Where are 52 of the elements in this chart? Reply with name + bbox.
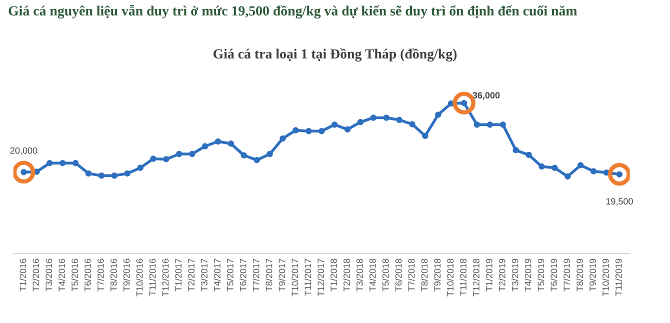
x-tick-label: T2/2019: [498, 258, 506, 292]
x-tick-label: T6/2017: [240, 258, 246, 292]
x-tick-label: T6/2016: [84, 258, 91, 292]
x-tick-label: T2/2016: [32, 258, 40, 292]
x-tick-label: T10/2019: [602, 258, 609, 296]
x-tick-label: T1/2019: [486, 258, 492, 292]
x-tick-label: T4/2016: [58, 258, 66, 292]
x-tick-label: T6/2018: [395, 258, 402, 292]
x-tick-label: T8/2019: [576, 258, 584, 292]
x-tick-label: T8/2018: [420, 258, 428, 292]
x-tick-label: T7/2017: [252, 258, 260, 292]
x-tick-label: T7/2016: [97, 258, 104, 292]
x-tick-label: T6/2019: [550, 258, 558, 292]
data-label: 20,000: [10, 147, 38, 155]
x-tick-label: T4/2017: [214, 258, 220, 292]
x-tick-label: T4/2019: [524, 258, 532, 292]
x-tick-label: T8/2016: [110, 258, 117, 292]
x-tick-label: T8/2017: [266, 258, 272, 292]
x-tick-label: T9/2018: [434, 258, 441, 292]
x-tick-label: T12/2016: [162, 258, 169, 296]
x-tick-label: T12/2018: [472, 258, 480, 296]
x-tick-label: T3/2019: [512, 258, 518, 292]
x-tick-label: T3/2017: [200, 258, 208, 292]
x-tick-label: T10/2016: [136, 258, 143, 296]
x-tick-label: T2/2017: [188, 258, 195, 292]
x-tick-label: T10/2017: [291, 258, 298, 296]
x-tick-label: T5/2019: [538, 258, 544, 292]
chart-title: Giá cá nguyên liệu vẫn duy trì ở mức 19,500 đồng/kg và dự kiến sẽ duy trì ổn định đến cuối năm: [8, 4, 578, 18]
x-tick-label: T11/2016: [149, 258, 156, 296]
x-tick-label: T7/2019: [563, 258, 570, 292]
x-tick-label: T5/2017: [226, 258, 234, 292]
x-tick-label: T11/2018: [460, 258, 466, 296]
x-tick-label: T5/2018: [382, 258, 389, 292]
x-tick-label: T4/2018: [369, 258, 376, 292]
x-tick-label: T7/2018: [408, 258, 415, 292]
x-tick-label: T11/2019: [615, 258, 622, 296]
data-label: 36,000: [472, 92, 500, 100]
x-tick-label: T9/2017: [278, 258, 286, 292]
x-tick-label: T11/2017: [304, 258, 312, 296]
chart-subtitle: Giá cá tra loại 1 tại Đồng Tháp (đồng/kg): [213, 48, 457, 62]
x-tick-label: T1/2017: [174, 258, 182, 292]
x-tick-label: T1/2018: [330, 258, 337, 292]
x-tick-label: T3/2016: [45, 258, 52, 292]
x-tick-label: T10/2018: [446, 258, 454, 296]
x-tick-label: T3/2018: [356, 258, 363, 292]
x-tick-label: T2/2018: [343, 258, 350, 292]
data-label: 19,500: [606, 198, 633, 206]
x-tick-label: T12/2017: [317, 258, 324, 296]
x-tick-label: T1/2016: [20, 258, 26, 292]
x-tick-label: T9/2016: [123, 258, 130, 292]
x-tick-label: T5/2016: [71, 258, 78, 292]
x-tick-label: T9/2019: [589, 258, 596, 292]
